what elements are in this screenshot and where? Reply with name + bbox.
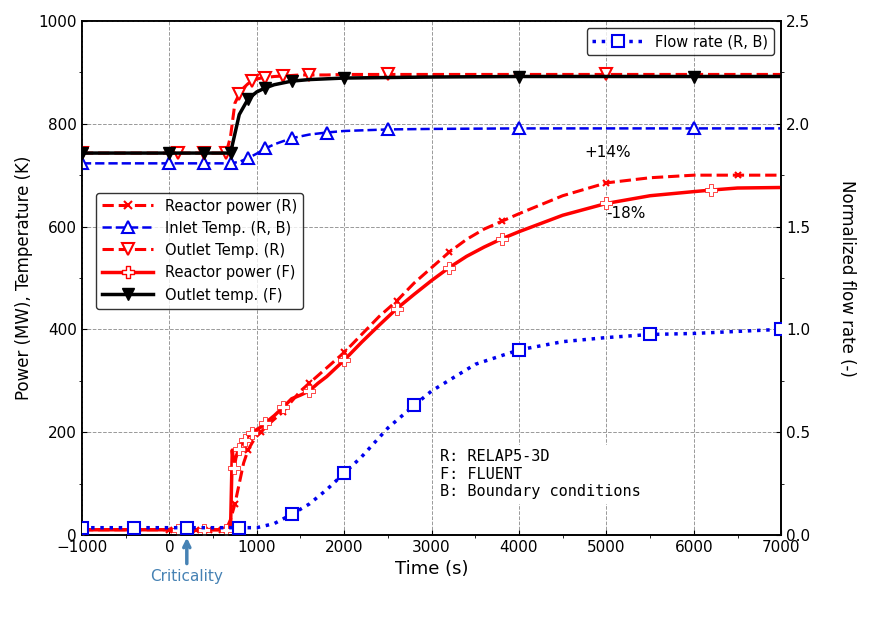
Y-axis label: Power (MW), Temperature (K): Power (MW), Temperature (K) <box>15 156 33 400</box>
Text: +14%: +14% <box>584 145 631 160</box>
X-axis label: Time (s): Time (s) <box>395 560 469 578</box>
Text: R: RELAP5-3D
F: FLUENT
B: Boundary conditions: R: RELAP5-3D F: FLUENT B: Boundary condi… <box>441 449 641 499</box>
Text: -18%: -18% <box>606 206 645 222</box>
Text: Criticality: Criticality <box>151 542 223 584</box>
Y-axis label: Normalized flow rate (-): Normalized flow rate (-) <box>838 180 856 377</box>
Legend: Reactor power (R), Inlet Temp. (R, B), Outlet Temp. (R), Reactor power (F), Outl: Reactor power (R), Inlet Temp. (R, B), O… <box>96 193 303 309</box>
Legend: Flow rate (R, B): Flow rate (R, B) <box>586 29 774 55</box>
